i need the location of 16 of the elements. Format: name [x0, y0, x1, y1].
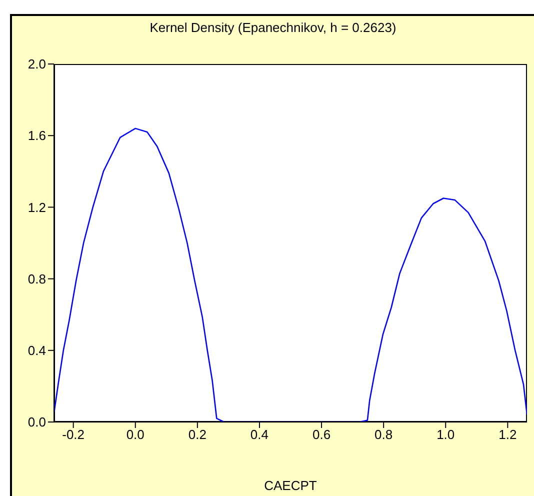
chart-title: Kernel Density (Epanechnikov, h = 0.2623) [148, 20, 398, 35]
x-tick-label: 0.8 [374, 427, 393, 442]
x-tick-label: 0.4 [250, 427, 269, 442]
x-tick-label: 1.2 [498, 427, 517, 442]
y-tick-label: 0.0 [28, 414, 46, 430]
x-tick-label: 0.6 [312, 427, 331, 442]
y-tick-label: 0.8 [28, 271, 46, 286]
y-tick-label: 0.4 [28, 343, 46, 358]
x-tick-label: 0.0 [126, 427, 144, 442]
x-axis-title: CAECPT [264, 478, 317, 493]
x-tick-label: 1.0 [436, 427, 455, 442]
y-tick-label: 2.0 [28, 56, 46, 72]
x-tick-label: 0.2 [188, 427, 206, 442]
y-tick-label: 1.6 [28, 128, 46, 144]
y-tick-label: 1.2 [28, 200, 46, 215]
x-tick-label: -0.2 [62, 427, 85, 442]
